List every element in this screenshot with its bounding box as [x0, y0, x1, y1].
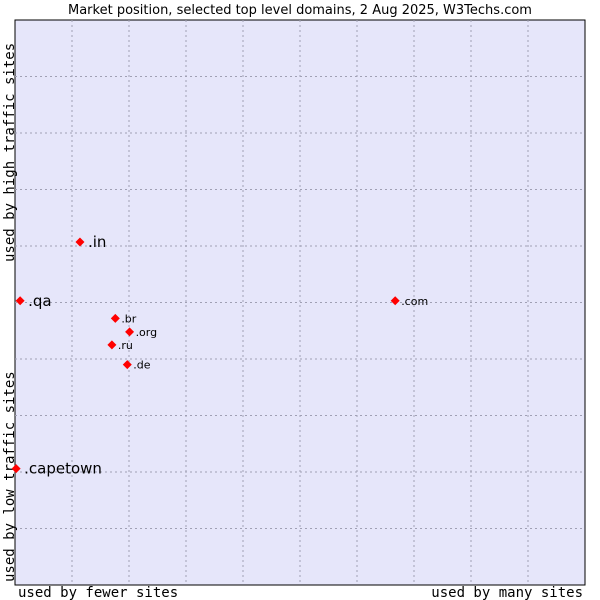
point-label-ru: .ru — [118, 339, 133, 352]
y-axis-label-high-traffic: used by high traffic sites — [2, 43, 18, 262]
chart-title: Market position, selected top level doma… — [68, 3, 532, 18]
data-points: .in .qa .capetown .com .br.org.ru.de — [11, 233, 428, 478]
data-point-com: .com — [390, 295, 428, 308]
grid-lines — [15, 20, 585, 585]
point-marker-qa — [15, 296, 25, 306]
x-axis-label-fewer-sites: used by fewer sites — [18, 585, 178, 600]
data-point-qa: .qa — [15, 292, 52, 310]
x-axis-label-many-sites: used by many sites — [431, 585, 583, 600]
point-label-in: .in — [88, 233, 106, 251]
data-point-capetown: .capetown — [11, 460, 102, 478]
point-marker-com — [390, 296, 400, 306]
point-marker-de — [122, 360, 132, 370]
point-marker-br — [110, 313, 120, 323]
point-label-qa: .qa — [28, 292, 51, 310]
data-point-de: .de — [122, 359, 151, 372]
point-label-br: .br — [121, 312, 136, 325]
point-marker-ru — [107, 340, 117, 350]
point-marker-capetown — [11, 464, 21, 474]
data-point-in: .in — [75, 233, 106, 251]
point-label-org: .org — [136, 326, 158, 339]
point-marker-org — [125, 327, 135, 337]
data-point-ru: .ru — [107, 339, 133, 352]
y-axis-label-low-traffic: used by low traffic sites — [2, 371, 18, 582]
data-point-br: .br — [110, 312, 137, 325]
point-label-com: .com — [401, 295, 428, 308]
point-label-de: .de — [133, 359, 150, 372]
point-label-capetown: .capetown — [24, 460, 102, 478]
point-marker-in — [75, 237, 85, 247]
data-point-org: .org — [125, 326, 157, 339]
